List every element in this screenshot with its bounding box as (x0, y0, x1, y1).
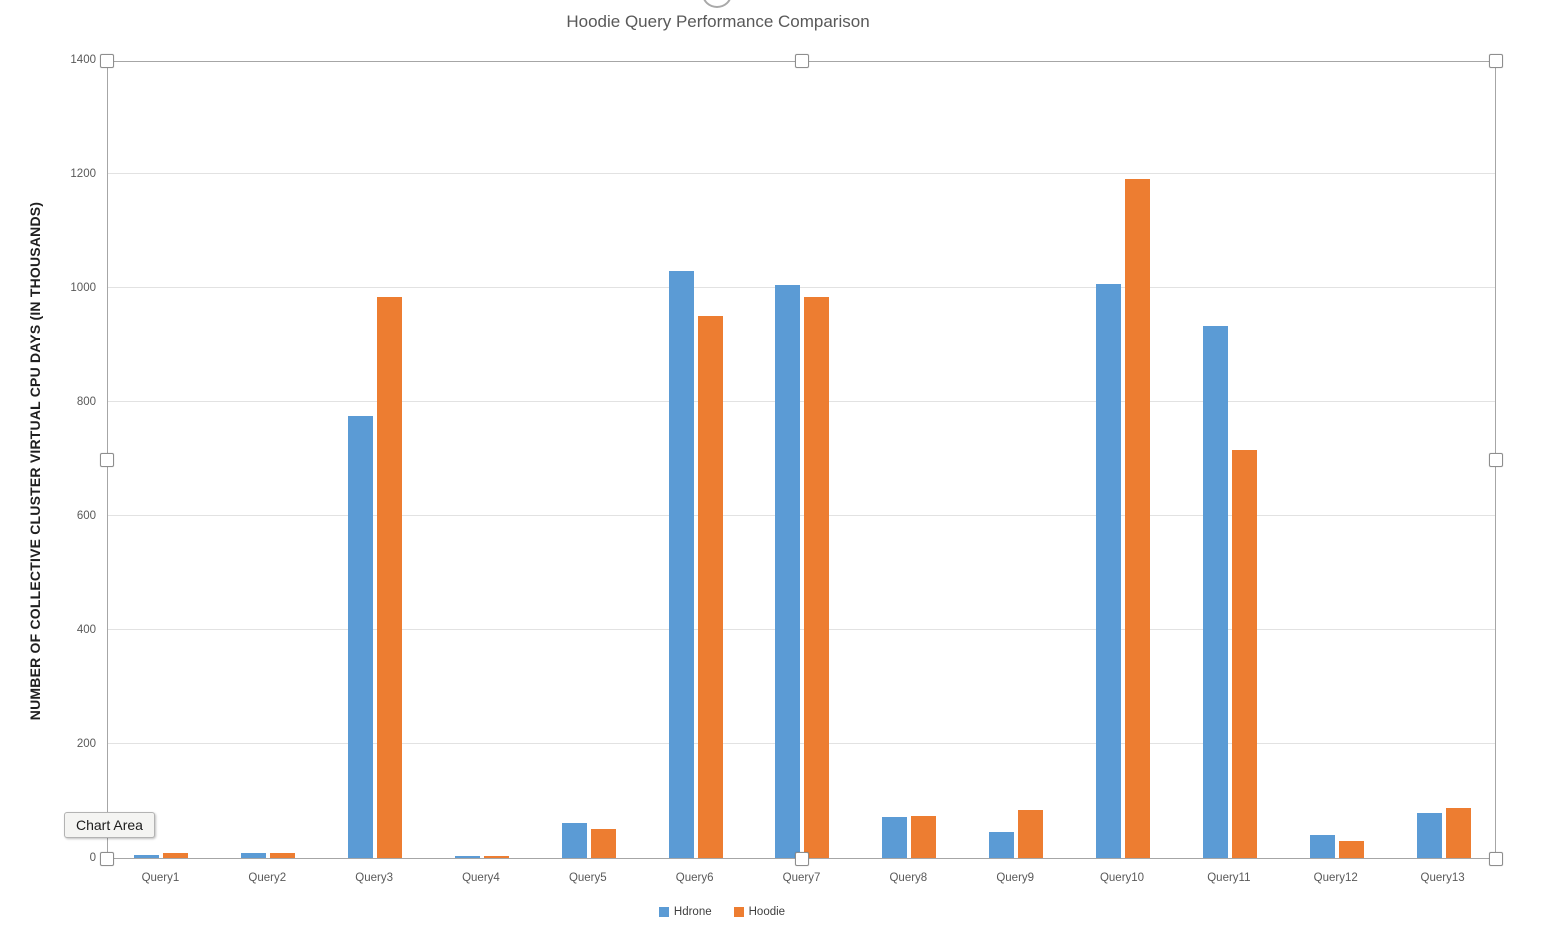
selection-handle[interactable] (100, 453, 114, 467)
bar-hdrone-query2[interactable] (241, 853, 267, 858)
selection-handle[interactable] (1489, 54, 1503, 68)
x-label-query4: Query4 (462, 872, 500, 884)
bar-hoodie-query11[interactable] (1231, 450, 1257, 858)
legend[interactable]: Hdrone Hoodie (0, 906, 1444, 918)
y-tick-1400: 1400 (70, 54, 96, 66)
selection-handle[interactable] (794, 852, 809, 866)
x-label-query8: Query8 (889, 872, 928, 884)
bar-hoodie-query6[interactable] (697, 316, 723, 858)
x-label-query10: Query10 (1099, 872, 1145, 884)
x-label-query9: Query9 (996, 872, 1035, 884)
bar-hdrone-query6[interactable] (668, 271, 694, 858)
x-label-query12: Query12 (1313, 872, 1358, 884)
gridline-1200 (108, 173, 1495, 174)
bar-group-query4 (429, 62, 536, 858)
x-label-query1: Query1 (141, 872, 180, 884)
bar-group-query7 (749, 62, 856, 858)
legend-label: Hoodie (748, 906, 786, 918)
x-label-query13: Query13 (1420, 872, 1465, 884)
bar-hdrone-query13[interactable] (1416, 813, 1442, 858)
y-tick-400: 400 (76, 624, 96, 636)
bar-hoodie-query2[interactable] (270, 853, 296, 858)
chart-area-tooltip: Chart Area (64, 812, 155, 838)
bar-hoodie-query7[interactable] (804, 297, 830, 858)
bar-hoodie-query9[interactable] (1018, 810, 1044, 858)
x-label-query11: Query11 (1207, 872, 1251, 884)
y-tick-1000: 1000 (70, 282, 96, 294)
bar-group-query3 (322, 62, 429, 858)
bar-group-query10 (1070, 62, 1177, 858)
bar-hoodie-query13[interactable] (1445, 808, 1471, 858)
bar-group-query12 (1283, 62, 1390, 858)
bar-hoodie-query4[interactable] (483, 856, 509, 858)
bar-hdrone-query11[interactable] (1202, 326, 1228, 858)
bar-group-query8 (856, 62, 963, 858)
selection-handle[interactable] (1489, 453, 1503, 467)
y-tick-1200: 1200 (70, 168, 96, 180)
gridline-800 (108, 401, 1495, 402)
y-tick-800: 800 (76, 396, 96, 408)
bar-group-query1 (108, 62, 215, 858)
bar-hdrone-query5[interactable] (561, 823, 587, 858)
bar-hdrone-query3[interactable] (348, 416, 374, 858)
x-label-query2: Query2 (248, 872, 287, 884)
bar-group-query9 (963, 62, 1070, 858)
bar-hoodie-query8[interactable] (911, 816, 937, 858)
x-label-query6: Query6 (675, 872, 714, 884)
legend-swatch-icon (733, 907, 744, 917)
x-label-query5: Query5 (568, 872, 607, 884)
bar-group-query5 (535, 62, 642, 858)
legend-item-hoodie[interactable]: Hoodie (733, 906, 786, 918)
bar-group-query11 (1176, 62, 1283, 858)
bar-hdrone-query10[interactable] (1096, 284, 1122, 858)
selection-handle[interactable] (794, 54, 809, 68)
bar-hoodie-query3[interactable] (377, 297, 403, 858)
selection-handle[interactable] (1489, 852, 1503, 866)
y-axis-title[interactable]: NUMBER OF COLLECTIVE CLUSTER VIRTUAL CPU… (27, 201, 43, 721)
selection-handle[interactable] (100, 54, 114, 68)
bar-hdrone-query1[interactable] (134, 855, 160, 858)
bar-group-query2 (215, 62, 322, 858)
gridline-200 (108, 743, 1495, 744)
bar-hdrone-query9[interactable] (989, 832, 1015, 858)
bar-hoodie-query1[interactable] (163, 853, 189, 858)
legend-swatch-icon (658, 907, 669, 917)
bar-hdrone-query8[interactable] (882, 817, 908, 858)
chart-title[interactable]: Hoodie Query Performance Comparison (566, 12, 870, 31)
plot-area[interactable] (107, 61, 1496, 859)
y-tick-0: 0 (89, 852, 96, 864)
bar-hoodie-query12[interactable] (1338, 841, 1364, 858)
legend-item-hdrone[interactable]: Hdrone (658, 906, 712, 918)
y-tick-200: 200 (76, 738, 96, 750)
bar-hdrone-query12[interactable] (1309, 835, 1335, 858)
bar-hdrone-query7[interactable] (775, 285, 801, 858)
selection-handle[interactable] (100, 852, 114, 866)
gridline-400 (108, 629, 1495, 630)
bar-hoodie-query5[interactable] (590, 829, 616, 858)
x-label-query7: Query7 (782, 872, 821, 884)
bar-group-query6 (642, 62, 749, 858)
bar-hoodie-query10[interactable] (1125, 179, 1151, 858)
bar-hdrone-query4[interactable] (454, 856, 480, 858)
title-rotate-handle[interactable] (702, 0, 732, 8)
gridline-600 (108, 515, 1495, 516)
bar-group-query13 (1390, 62, 1497, 858)
gridline-1000 (108, 287, 1495, 288)
x-label-query3: Query3 (355, 872, 393, 884)
legend-label: Hdrone (673, 906, 712, 918)
y-tick-600: 600 (76, 510, 96, 522)
